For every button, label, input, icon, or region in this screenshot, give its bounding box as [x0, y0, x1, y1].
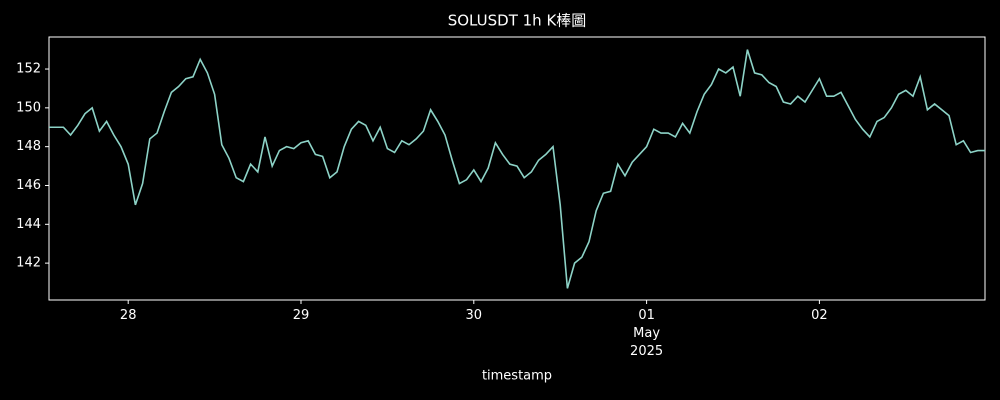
x-tick-label: 28	[120, 308, 137, 323]
y-tick-label: 152	[16, 62, 41, 77]
y-tick-label: 146	[16, 178, 41, 193]
x-tick-label: 02	[811, 308, 828, 323]
y-tick-label: 148	[16, 139, 41, 154]
chart-title: SOLUSDT 1h K棒圖	[448, 12, 587, 30]
y-tick-label: 142	[16, 256, 41, 271]
x-axis-label: timestamp	[482, 369, 552, 384]
x-tick-label: 29	[293, 308, 310, 323]
y-tick-label: 150	[16, 100, 41, 115]
x-tick-label: 30	[466, 308, 483, 323]
x-tick-label: 01 May 2025	[630, 308, 663, 359]
plot-frame	[48, 36, 986, 301]
y-tick-label: 144	[16, 217, 41, 232]
price-line	[49, 49, 985, 289]
